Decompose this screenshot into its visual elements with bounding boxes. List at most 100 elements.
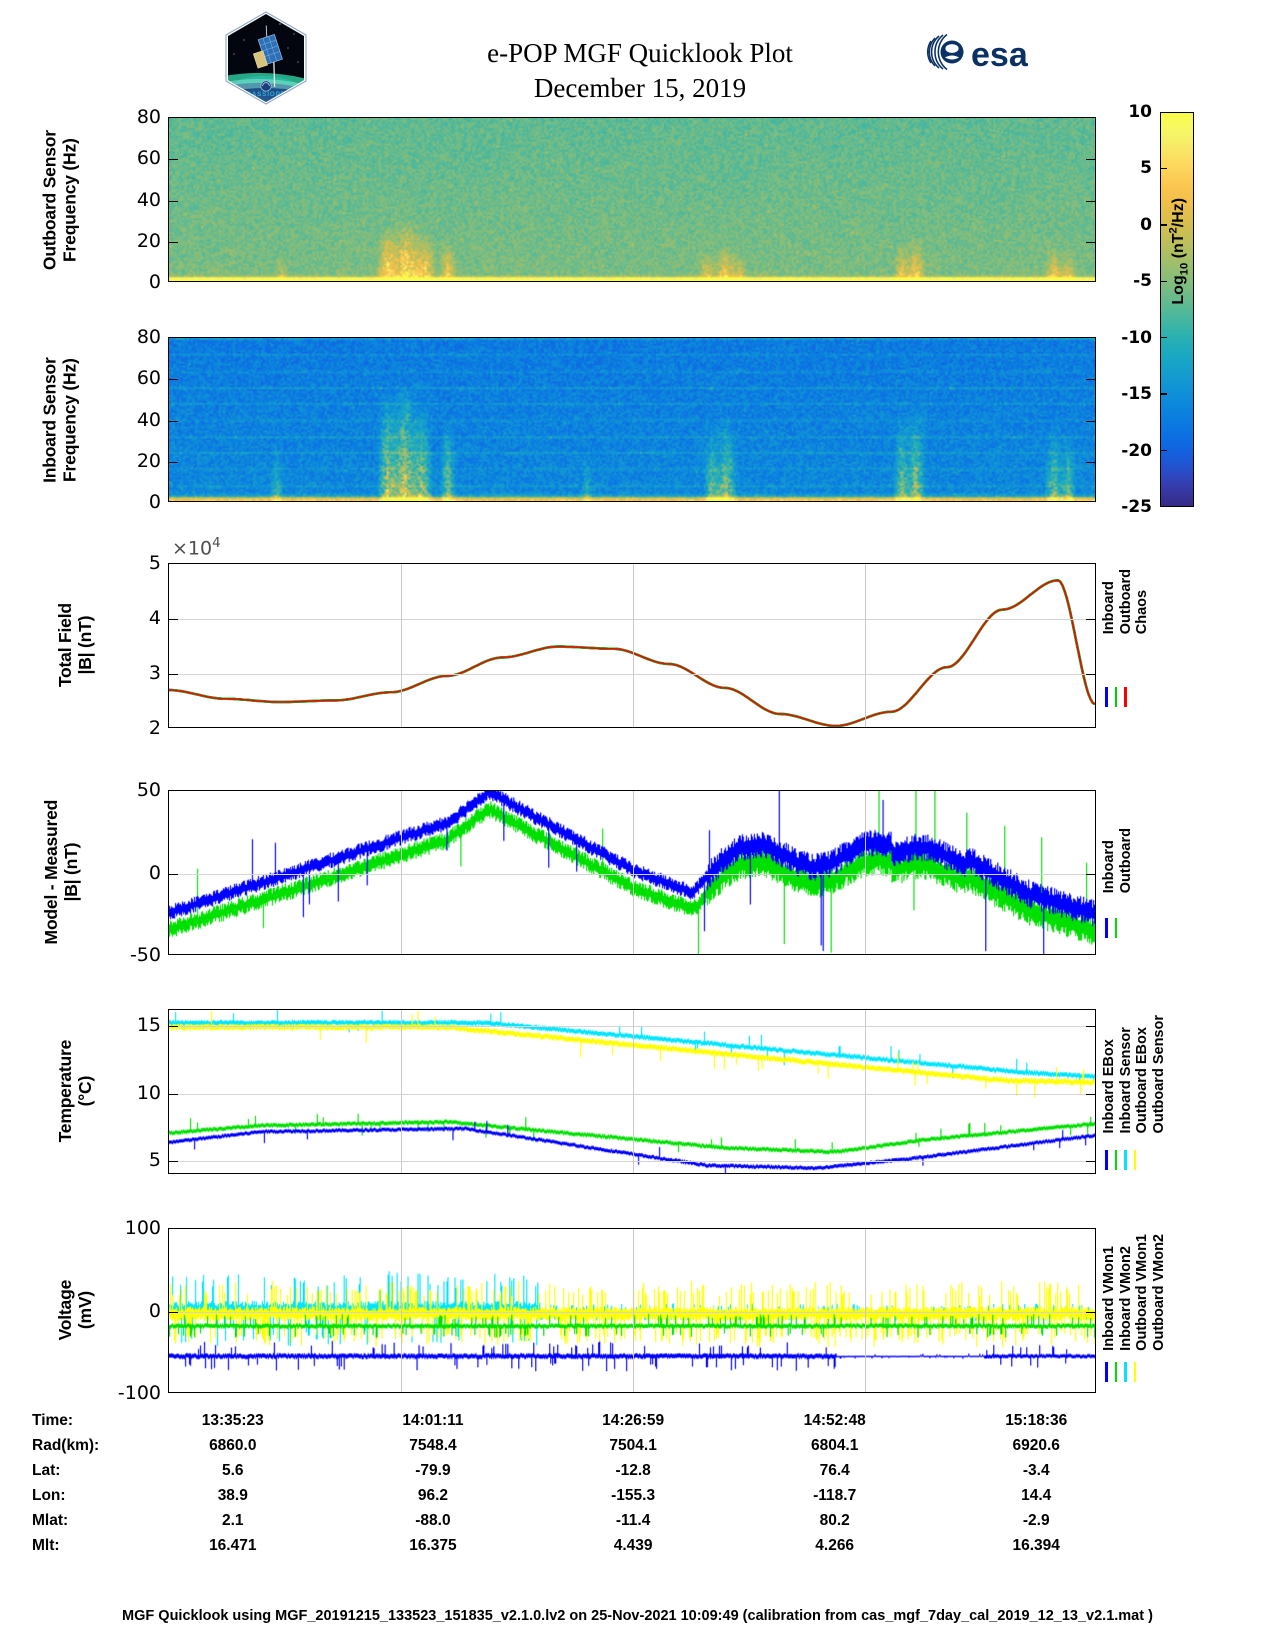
colorbar: 10 5 0 -5 -10 -15 -20 -25 <box>1121 102 1194 517</box>
ephemeris-row-label: Mlat: <box>32 1511 69 1529</box>
p6-ytick-label: -100 <box>117 1382 161 1404</box>
total-field-exponent: ×104 <box>172 536 221 560</box>
ytick-mark <box>169 421 178 423</box>
colorbar-axis-label: Log10 (nT2/Hz) <box>1167 197 1191 305</box>
ytick-mark <box>1086 379 1095 381</box>
gridline-horizontal <box>169 1026 1095 1027</box>
p2-ytick-label: 80 <box>136 326 161 348</box>
colorbar-tick-label: -10 <box>1121 327 1152 348</box>
colorbar-gradient <box>1160 112 1194 507</box>
ephemeris-value: 6860.0 <box>209 1436 257 1454</box>
gridline-vertical <box>401 1010 402 1173</box>
model-minus-measured-ylabel: Model - Measured |B| (nT) <box>40 799 81 945</box>
total-field-traces <box>169 578 1095 727</box>
mission-patch-text: CASSIOPE <box>246 91 285 98</box>
ytick-mark <box>169 462 178 464</box>
colorbar-tick-label: -15 <box>1121 384 1152 405</box>
ytick-mark <box>1086 874 1095 876</box>
colorbar-tick-mark <box>1160 280 1167 282</box>
legend-color-swatch <box>1133 1150 1136 1170</box>
ephemeris-value: 38.9 <box>217 1486 248 1504</box>
legend-label: Inboard <box>1101 581 1117 635</box>
colorbar-tick-mark <box>1160 167 1167 170</box>
inboard-spectrogram-image <box>169 338 1095 501</box>
ephemeris-value: 4.439 <box>613 1536 653 1554</box>
colorbar-tick-mark <box>1160 224 1167 226</box>
gridline-vertical <box>401 564 402 727</box>
outboard-spectrogram-plot-area <box>168 117 1096 282</box>
credit-line: MGF Quicklook using MGF_20191215_133523_… <box>122 1608 1153 1624</box>
gridline-horizontal <box>169 1161 1095 1162</box>
p1-ytick-label: 80 <box>136 106 161 128</box>
ephemeris-row-label: Lon: <box>32 1486 66 1504</box>
legend-label: Outboard VMon2 <box>1150 1234 1167 1351</box>
legend-label: Inboard <box>1101 840 1117 894</box>
p5-ytick-label: 15 <box>136 1014 161 1037</box>
legend-label: Outboard Sensor <box>1150 1015 1167 1134</box>
outboard-spectrogram-image <box>169 118 1095 281</box>
ephemeris-value: 14:26:59 <box>602 1411 665 1429</box>
ytick-mark <box>1086 674 1095 676</box>
ephemeris-value: 76.4 <box>819 1461 850 1479</box>
ephemeris-row-label: Lat: <box>32 1461 61 1479</box>
ephemeris-value: 7548.4 <box>409 1436 457 1454</box>
p5-ytick-label: 10 <box>136 1081 161 1104</box>
ephemeris-value: -2.9 <box>1022 1511 1050 1529</box>
ytick-mark <box>169 619 178 621</box>
panel-total-field: 2 3 4 5 <box>149 552 1096 739</box>
p2-ytick-label: 20 <box>136 449 161 472</box>
panel-voltage: -100 0 100 <box>118 1217 1096 1404</box>
ephemeris-value: 96.2 <box>417 1486 449 1504</box>
gridline-horizontal <box>169 1312 1095 1313</box>
colorbar-tick-mark <box>1160 449 1167 452</box>
p4-ytick-label: -50 <box>129 944 161 966</box>
legend-label: Outboard <box>1117 569 1134 635</box>
legend-color-swatch <box>1114 1150 1117 1170</box>
ephemeris-row-label: Mlt: <box>32 1536 60 1554</box>
esa-logo: esa <box>925 28 1045 76</box>
ephemeris-row: Lon: 38.9 96.2 -155.3 -118.7 14.4 <box>32 1483 1137 1508</box>
gridline-horizontal <box>169 874 1095 875</box>
colorbar-tick-label: -5 <box>1133 271 1152 292</box>
gridline-horizontal <box>169 674 1095 675</box>
ytick-mark <box>169 1161 178 1163</box>
ephemeris-value: -118.7 <box>813 1486 857 1504</box>
panel-model-minus-measured: -50 0 50 <box>130 779 1096 966</box>
ytick-mark <box>1086 1094 1095 1096</box>
ephemeris-value: -11.4 <box>615 1511 651 1529</box>
ephemeris-row: Rad(km): 6860.0 7548.4 7504.1 6804.1 6920.6 <box>32 1433 1137 1458</box>
legend-label: Outboard VMon1 <box>1134 1234 1150 1351</box>
ytick-mark <box>169 674 178 676</box>
p1-ytick-label: 20 <box>136 229 161 252</box>
temperature-ylabel: Temperature (°C) <box>54 1039 95 1143</box>
legend-color-swatch <box>1114 1362 1117 1382</box>
inboard-spectrogram-ylabel: Inboard Sensor Frequency (Hz) <box>39 357 80 483</box>
legend-label: Inboard EBox <box>1101 1039 1117 1134</box>
p5-ytick-label: 5 <box>148 1149 161 1172</box>
ytick-mark <box>169 242 178 244</box>
gridline-vertical <box>865 1010 866 1173</box>
p3-ytick-label: 3 <box>148 662 161 684</box>
legend-label: Chaos <box>1134 589 1150 635</box>
ytick-mark <box>1086 421 1095 423</box>
gridline-vertical <box>633 1229 634 1392</box>
gridline-vertical <box>633 1010 634 1173</box>
ephemeris-value: 80.2 <box>819 1511 850 1529</box>
ephemeris-row: Lat: 5.6 -79.9 -12.8 76.4 -3.4 <box>32 1458 1137 1483</box>
ephemeris-value: 16.375 <box>409 1536 457 1554</box>
colorbar-tick-mark <box>1160 337 1167 339</box>
esa-swirl-icon <box>926 32 968 72</box>
ephemeris-value: 7504.1 <box>609 1436 657 1454</box>
gridline-horizontal <box>169 1094 1095 1095</box>
cassiope-mission-patch-logo: CASSIOPE <box>220 10 312 106</box>
p4-ytick-label: 0 <box>148 861 161 884</box>
ephemeris-value: 6920.6 <box>1012 1436 1060 1454</box>
p6-ytick-label: 100 <box>124 1217 161 1239</box>
legend-color-swatch <box>1114 687 1117 707</box>
legend-label: Inboard VMon2 <box>1117 1246 1134 1351</box>
ephemeris-value: -3.4 <box>1022 1461 1050 1479</box>
page-title: e-POP MGF Quicklook Plot December 15, 20… <box>330 36 950 105</box>
colorbar-tick-label: 5 <box>1140 158 1152 179</box>
ytick-mark <box>1086 462 1095 464</box>
outboard-spectrogram-ylabel: Outboard Sensor Frequency (Hz) <box>39 130 80 271</box>
